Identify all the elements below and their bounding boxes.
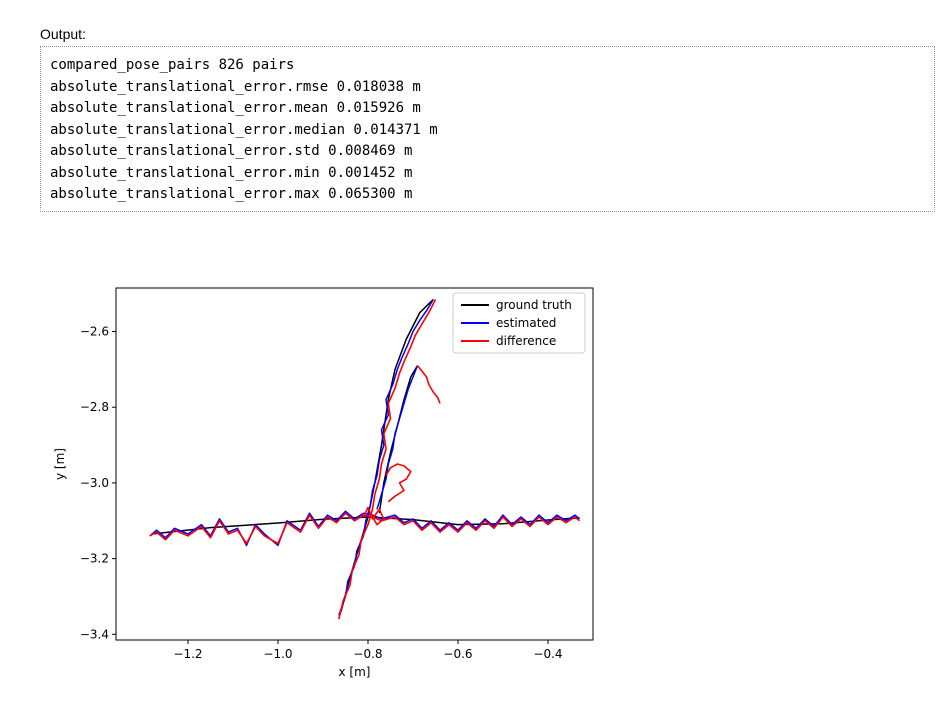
output-label: Output: <box>40 26 86 42</box>
difference-line-2 <box>416 365 441 404</box>
trajectory-plot: −1.2 −1.0 −0.8 −0.6 −0.4 −2.6 −2.8 −3.0 −3.2 −3.… <box>53 287 594 679</box>
x-tick-label: −1.0 <box>263 647 292 661</box>
legend-box <box>452 292 586 354</box>
output-line-pairs: compared_pose_pairs 826 pairs <box>50 57 295 73</box>
estimated-line-2 <box>376 365 419 510</box>
x-tick-label: −0.8 <box>353 647 382 661</box>
output-line-mean: absolute_translational_error.mean 0.0159… <box>50 100 421 116</box>
x-axis-ticks: −1.2 −1.0 −0.8 −0.6 −0.4 <box>173 640 563 661</box>
legend-entry-label: ground truth <box>496 298 572 312</box>
output-line-rmse: absolute_translational_error.rmse 0.0180… <box>50 78 421 95</box>
x-tick-label: −0.6 <box>443 647 472 661</box>
estimated-line-0 <box>149 510 580 547</box>
difference-line-4 <box>362 506 385 526</box>
difference-line-1 <box>338 299 437 620</box>
output-line-std: absolute_translational_error.std 0.00846… <box>50 143 413 159</box>
plot-legend: ground truth estimated difference <box>452 292 586 354</box>
x-tick-label: −0.4 <box>533 647 562 661</box>
output-line-max: absolute_translational_error.max 0.06530… <box>50 186 413 202</box>
y-tick-label: −3.2 <box>80 552 109 566</box>
plot-series-group <box>149 298 581 620</box>
estimated-line-1 <box>338 299 434 616</box>
y-axis-label: y [m] <box>53 448 67 480</box>
output-line-min: absolute_translational_error.min 0.00145… <box>50 164 413 181</box>
x-tick-label: −1.2 <box>173 647 202 661</box>
x-axis-label: x [m] <box>339 665 371 679</box>
difference-line-3 <box>385 463 412 503</box>
y-tick-label: −2.8 <box>80 400 109 414</box>
y-axis-ticks: −2.6 −2.8 −3.0 −3.2 −3.4 <box>80 325 116 641</box>
output-text-box: compared_pose_pairs 826 pairs absolute_t… <box>40 46 935 212</box>
y-tick-label: −3.0 <box>80 476 109 490</box>
plot-frame <box>115 287 594 641</box>
legend-entry-label: estimated <box>496 316 556 330</box>
y-tick-label: −2.6 <box>80 325 109 339</box>
output-line-median: absolute_translational_error.median 0.01… <box>50 121 438 138</box>
legend-entry-label: difference <box>496 334 556 348</box>
y-tick-label: −3.4 <box>80 627 109 641</box>
